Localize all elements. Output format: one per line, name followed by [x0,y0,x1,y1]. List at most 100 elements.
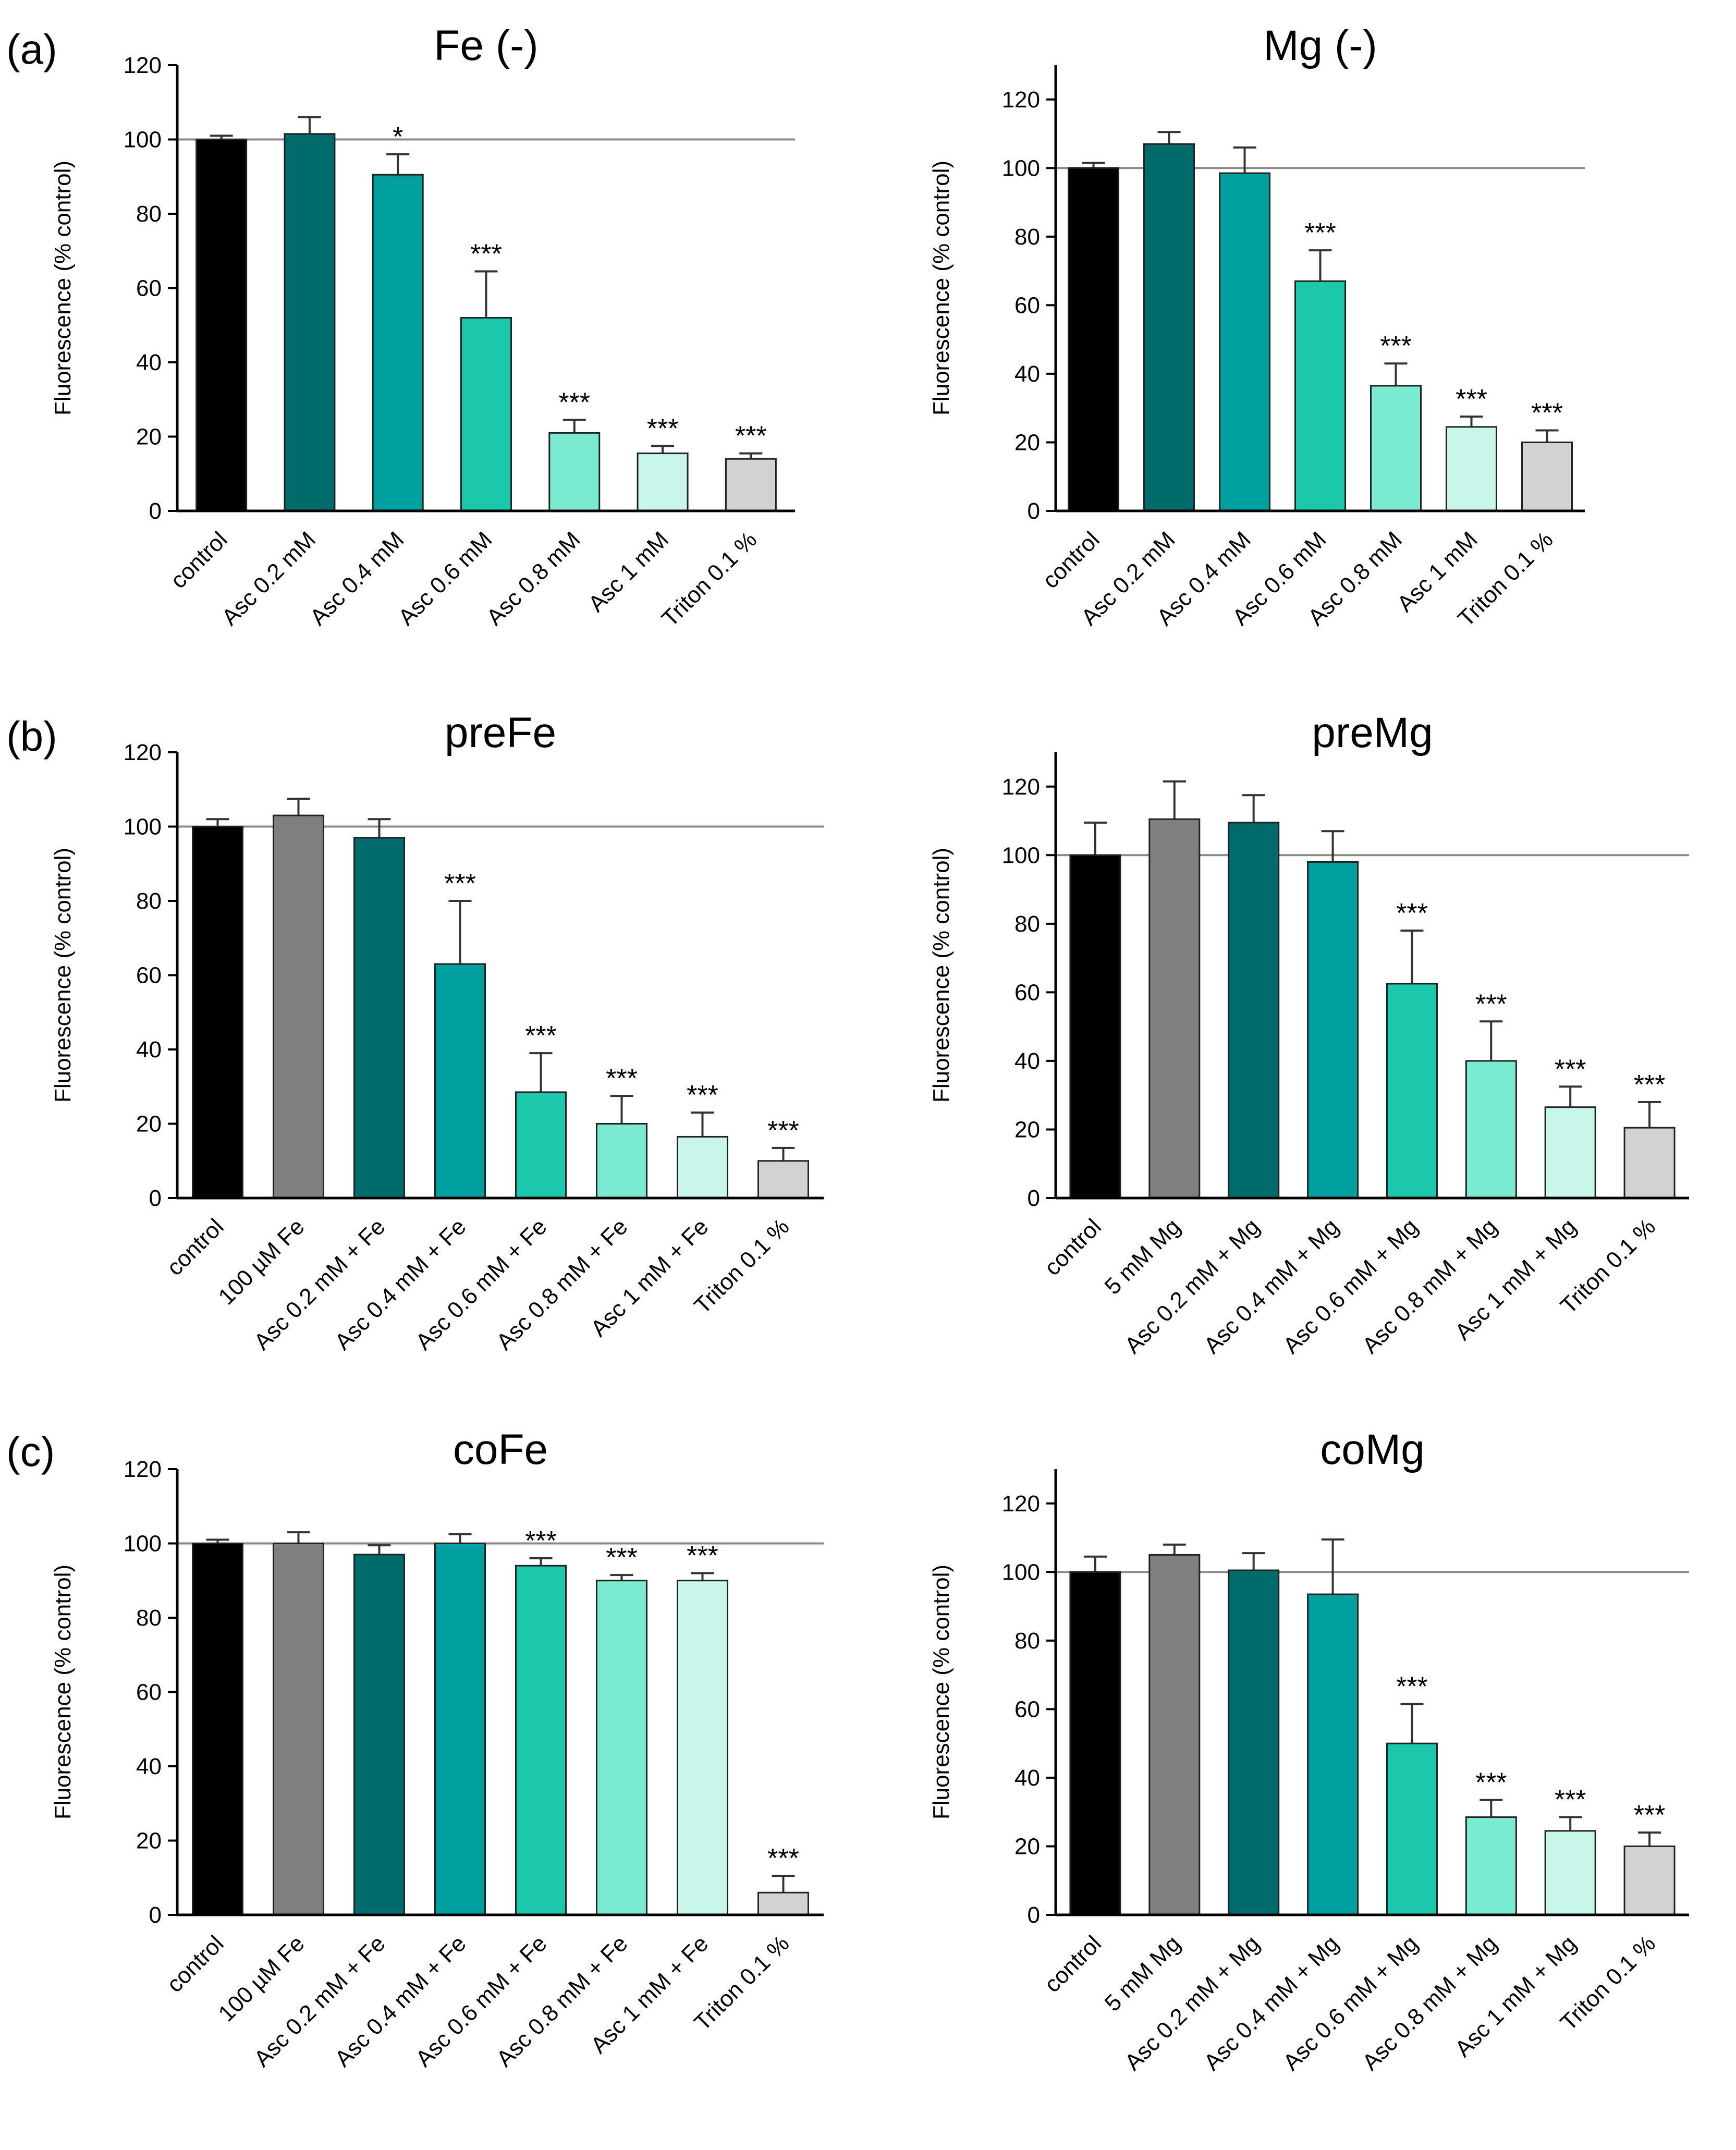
y-tick-label: 20 [136,1828,162,1854]
panel-label-c: (c) [6,1428,55,1475]
significance-marker: *** [687,1541,718,1571]
bar [1623,1127,1676,1199]
bar [1148,1554,1201,1916]
bar [192,1543,243,1916]
bar [434,1543,486,1916]
chart-title: Mg (-) [1263,22,1377,69]
significance-marker: *** [767,1843,799,1874]
x-tick-label: control [1038,527,1105,593]
y-tick-label: 20 [1014,1117,1040,1142]
y-tick-label: 40 [136,350,162,375]
bar [1386,983,1438,1199]
bar [515,1091,567,1199]
y-tick-label: 0 [1028,1902,1040,1928]
chart-mg-minus: Mg (-)Fluorescence (% control)controlAsc… [928,22,1585,632]
significance-marker: *** [1555,1054,1586,1084]
y-tick-label: 120 [1002,1491,1040,1517]
y-tick-label: 20 [1014,1834,1040,1859]
bar [637,453,689,512]
bar [1219,172,1270,512]
bar [596,1580,647,1916]
bar [460,317,512,512]
y-tick-label: 20 [1014,430,1040,455]
y-tick-label: 100 [1002,1559,1040,1585]
y-axis-label: Fluorescence (% control) [50,848,76,1103]
x-tick-label: Asc 0.2 mM + Mg [1120,1214,1265,1359]
y-tick-label: 120 [124,740,162,765]
significance-marker: *** [606,1064,638,1094]
y-tick-label: 60 [136,276,162,301]
x-tick-label: 5 mM Mg [1100,1214,1185,1299]
bar [725,458,777,512]
significance-marker: *** [767,1116,799,1146]
chart-title: coFe [453,1426,548,1473]
bar [284,133,336,512]
bar [1370,385,1422,512]
bar [273,814,324,1199]
bar [1544,1106,1596,1199]
bar [1446,426,1497,512]
significance-marker: *** [558,387,590,418]
significance-marker: *** [1555,1785,1586,1815]
x-tick-label: control [162,1214,229,1280]
bar [353,1554,405,1916]
bar [757,1160,809,1199]
significance-marker: *** [444,869,476,899]
bar [195,139,248,512]
significance-marker: *** [1456,384,1487,414]
bar [192,826,243,1199]
significance-marker: * [393,122,403,152]
bar [1386,1742,1438,1916]
significance-marker: *** [525,1526,557,1556]
bar [1465,1060,1517,1199]
x-tick-label: Asc 0.6 mM [394,527,497,630]
x-tick-label: Asc 0.6 mM + Mg [1278,1931,1423,2075]
significance-marker: *** [735,421,767,451]
y-tick-label: 40 [1014,1765,1040,1791]
y-tick-label: 0 [1028,498,1040,524]
x-tick-label: Asc 1 mM [583,527,674,617]
bar [1521,441,1573,512]
significance-marker: *** [1396,898,1428,929]
y-tick-label: 100 [1002,155,1040,181]
y-axis-label: Fluorescence (% control) [928,1565,954,1819]
y-tick-label: 60 [1014,980,1040,1005]
y-tick-label: 80 [136,1605,162,1631]
y-tick-label: 80 [136,888,162,914]
y-tick-label: 40 [136,1037,162,1062]
significance-marker: *** [687,1080,718,1110]
y-tick-label: 80 [136,201,162,227]
y-tick-label: 80 [1014,911,1040,937]
significance-marker: *** [1475,989,1507,1019]
bar [1143,143,1195,512]
bar [372,174,424,512]
significance-marker: *** [647,413,679,444]
y-tick-label: 100 [124,1531,162,1557]
bar [548,432,601,512]
chart-title: Fe (-) [434,22,538,69]
bar [1307,1593,1359,1916]
significance-marker: *** [1475,1768,1507,1798]
y-tick-label: 20 [136,1111,162,1137]
significance-marker: *** [1634,1070,1666,1100]
x-tick-label: Asc 0.2 mM [217,527,321,630]
x-tick-label: Asc 0.4 mM [305,527,409,630]
y-tick-label: 40 [1014,1048,1040,1074]
bar [1068,167,1119,512]
bar [1228,822,1280,1199]
y-tick-label: 0 [149,1902,162,1928]
bar [1069,854,1121,1199]
chart-title: preMg [1312,709,1433,756]
significance-marker: *** [1396,1672,1428,1702]
x-tick-label: Asc 0.2 mM + Mg [1120,1931,1265,2075]
y-tick-label: 60 [136,1680,162,1705]
y-tick-label: 0 [1028,1186,1040,1211]
y-tick-label: 20 [136,424,162,450]
x-tick-label: Asc 0.4 mM + Mg [1199,1214,1344,1359]
x-tick-label: Asc 0.8 mM + Mg [1358,1214,1502,1359]
y-tick-label: 100 [124,127,162,153]
x-tick-label: 5 mM Mg [1100,1931,1185,2016]
